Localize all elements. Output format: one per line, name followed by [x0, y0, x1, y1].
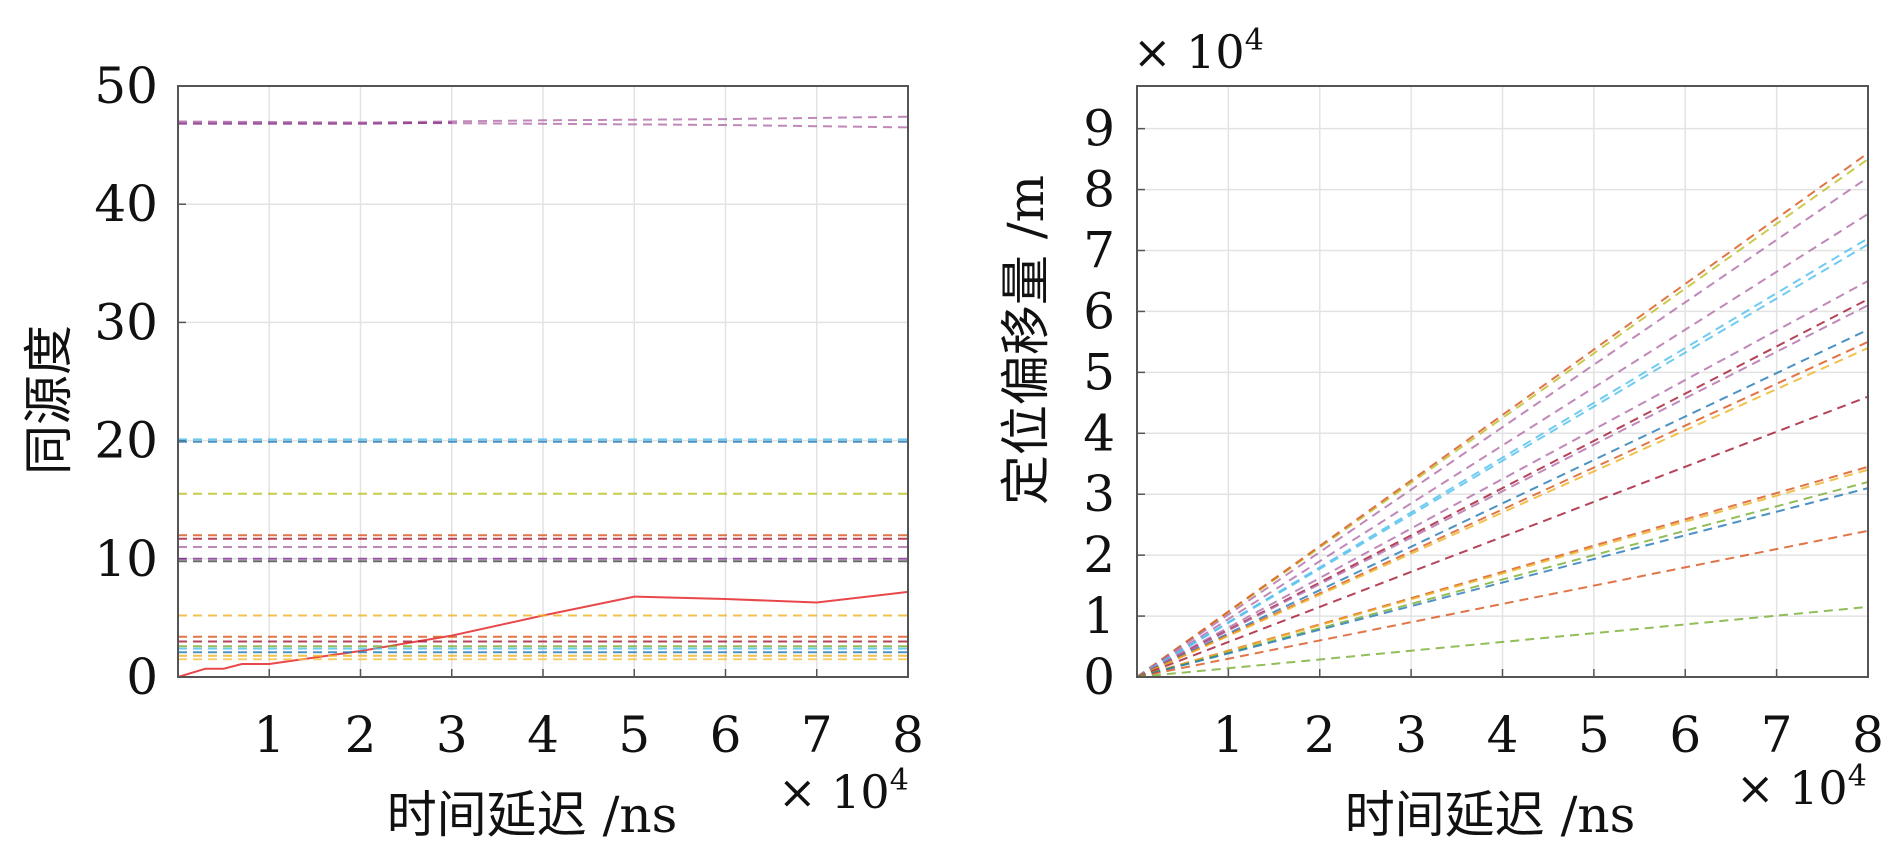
left-x-multiplier-exponent: 4 [890, 763, 909, 798]
x-tick-label-4: 5 [1578, 706, 1610, 764]
x-tick-label-0: 1 [1212, 706, 1244, 764]
x-tick-label-6: 7 [801, 706, 833, 764]
y-tick-label-5: 5 [1083, 343, 1115, 401]
right-y-axis-label: 定位偏移量 /m [997, 175, 1055, 505]
x-tick-label-1: 2 [345, 706, 377, 764]
right-x-multiplier: × 104 [1736, 759, 1867, 815]
y-tick-label-5: 50 [94, 57, 158, 115]
x-tick-label-6: 7 [1761, 706, 1793, 764]
x-tick-label-4: 5 [618, 706, 650, 764]
right-y-multiplier: × 104 [1133, 23, 1264, 79]
y-tick-label-3: 30 [94, 293, 158, 351]
left-x-axis-label: 时间延迟 /ns [387, 786, 678, 844]
series-line-11 [1136, 347, 1869, 678]
series-line-17 [1136, 529, 1869, 678]
left-series-group [177, 115, 909, 678]
series-line-2 [1136, 176, 1869, 678]
series-line-2 [178, 121, 909, 129]
right-x-axis-label: 时间延迟 /ns [1345, 786, 1636, 844]
x-tick-label-5: 6 [1669, 706, 1701, 764]
y-tick-label-8: 8 [1083, 161, 1115, 219]
left-axes-frame [177, 85, 909, 678]
y-tick-label-1: 1 [1083, 587, 1115, 645]
x-tick-label-7: 8 [1852, 706, 1884, 764]
x-tick-label-2: 3 [436, 706, 468, 764]
series-line-12 [1136, 395, 1869, 678]
right-y-multiplier-exponent: 4 [1245, 23, 1264, 58]
right-x-tick-labels: 1 2 3 4 5 6 7 8 [1212, 706, 1883, 764]
y-tick-label-3: 3 [1083, 465, 1115, 523]
y-tick-label-0: 0 [1083, 648, 1115, 706]
right-series-group [1136, 152, 1869, 678]
left-x-tick-labels: 1 2 3 4 5 6 7 8 [253, 706, 924, 764]
series-line-5 [1136, 243, 1869, 678]
y-tick-label-0: 0 [126, 648, 158, 706]
series-line-0 [177, 590, 909, 678]
y-tick-label-1: 10 [94, 530, 158, 588]
x-tick-label-3: 4 [1487, 706, 1519, 764]
y-tick-label-7: 7 [1083, 222, 1115, 280]
x-tick-label-2: 3 [1395, 706, 1427, 764]
y-tick-label-6: 6 [1083, 282, 1115, 340]
x-tick-label-1: 2 [1304, 706, 1336, 764]
right-x-multiplier-exponent: 4 [1848, 759, 1867, 794]
series-line-16 [1136, 487, 1869, 678]
y-tick-label-2: 2 [1083, 526, 1115, 584]
right-axes-frame [1136, 85, 1869, 678]
series-line-18 [1136, 605, 1869, 678]
y-tick-label-9: 9 [1083, 100, 1115, 158]
x-tick-label-7: 8 [892, 706, 924, 764]
left-x-multiplier-prefix: × 10 [778, 765, 890, 819]
left-y-tick-labels: 0 10 20 30 40 50 [94, 57, 158, 706]
y-tick-label-4: 40 [94, 175, 158, 233]
left-x-multiplier: × 104 [778, 763, 909, 819]
right-x-multiplier-prefix: × 10 [1736, 761, 1848, 815]
left-y-axis-label: 同源度 [20, 325, 78, 475]
series-line-14 [1136, 468, 1869, 678]
series-line-8 [1136, 304, 1869, 678]
series-line-6 [1136, 280, 1869, 678]
series-line-3 [1136, 213, 1869, 678]
x-tick-label-5: 6 [710, 706, 742, 764]
right-y-multiplier-prefix: × 10 [1133, 25, 1245, 79]
y-tick-label-4: 4 [1083, 404, 1115, 462]
y-tick-label-2: 20 [94, 412, 158, 470]
x-tick-label-0: 1 [253, 706, 285, 764]
series-line-3 [178, 121, 452, 125]
x-tick-label-3: 4 [527, 706, 559, 764]
